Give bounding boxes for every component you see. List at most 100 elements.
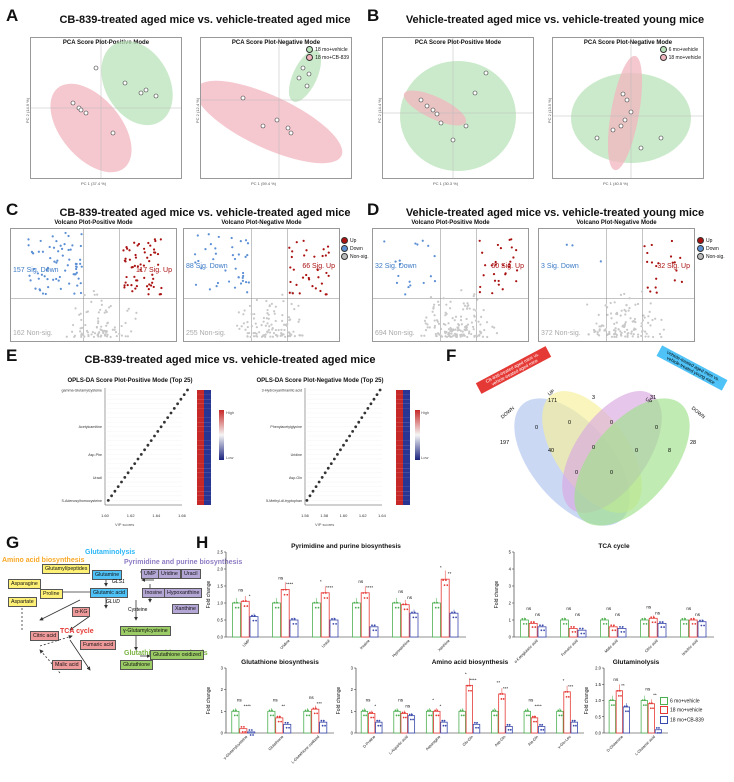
h-ytick: 0 [509,635,512,640]
volcano-point-nonsig [267,313,270,316]
h-point [533,621,535,623]
h-point [655,727,658,729]
volcano-point-up [160,286,163,290]
h-point [659,621,661,623]
volcano-point-nonsig [459,333,462,337]
volcano-point-nonsig [423,334,426,337]
volcano-point-down [75,271,78,274]
vip-point [363,411,367,415]
legend-label: Non-sig. [350,253,369,260]
h-point [649,707,652,710]
heat-cell [204,431,211,436]
volcano-point-nonsig [114,331,118,334]
legend-label: Down [350,245,363,252]
volcano-point-nonsig [603,329,607,332]
heat-cell [197,472,204,478]
h-xlabel: Glu-Gln [462,735,474,747]
h-ytick: 0.0 [595,731,601,736]
volcano-c-pos-up: 117 Sig. Up [135,267,172,274]
h-point [403,711,406,714]
volcano-point-nonsig [463,334,466,337]
volcano-point-down [58,275,61,279]
pca-b-neg-yaxis: PC 2 (13.5 %) [547,97,553,124]
volcano-point-nonsig [606,306,609,309]
heat-cell [197,390,204,395]
h-point [277,606,280,609]
h-point [534,715,536,718]
heat-cell [403,417,410,423]
h-xlabel: Hypoxanthine [391,639,410,658]
pca-a-neg-plot [201,38,351,178]
h-point [539,624,541,627]
h-point [409,718,412,721]
volcano-point-nonsig [90,333,93,336]
volcano-point-up [131,290,134,293]
opls-pos-title: OPLS-DA Score Plot-Positive Mode (Top 25… [67,378,193,384]
h-point [455,616,457,619]
heat-cell [403,491,410,496]
volcano-point-nonsig [273,310,276,313]
node-g-glutamylcysteine: γ-Glutamylcysteine [120,626,171,636]
volcano-point-down [246,291,249,294]
volcano-point-down [224,269,227,272]
h-bar [599,619,609,638]
heat-cell [197,413,204,418]
volcano-point-down [394,260,397,263]
vip-label: Uracil [93,476,102,480]
h-sig: **** [326,585,333,590]
h-xlabel: L-Aspartic acid [388,735,409,756]
vip-point [139,453,143,456]
heat-low-left: Low [226,455,234,460]
volcano-point-down [233,286,237,289]
heat-cell [204,463,211,469]
volcano-point-up [510,246,513,249]
h-xlabel: L-Glutathione oxidized [291,735,321,765]
volcano-point-nonsig [260,324,263,327]
vip-point [186,388,189,392]
h-point [245,600,247,602]
volcano-point-nonsig [596,333,599,336]
volcano-point-down [41,292,45,295]
volcano-point-nonsig [293,335,297,338]
volcano-point-up [482,274,485,277]
volcano-point-nonsig [281,319,284,322]
venn-count: 8 [668,448,672,454]
venn-count: 197 [500,440,510,446]
h-bar [537,626,547,638]
volcano-point-up [508,265,511,268]
volcano-point-down [208,288,211,291]
volcano-point-up [142,264,146,267]
volcano-point-up [125,275,128,279]
volcano-point-down [217,235,220,239]
h-sig: *** [317,701,323,706]
volcano-point-down [244,255,247,258]
volcano-point-nonsig [651,318,654,322]
h-point [444,724,447,727]
heat-cell [197,431,204,436]
h-point [442,579,445,581]
h-point [304,709,307,712]
h-point [280,720,283,723]
volcano-point-up [325,293,328,296]
h-point [436,709,439,712]
h-point [291,617,293,620]
h-point [274,606,277,609]
node-inosine: Inosine [142,588,166,598]
node-citric-acid: Citric acid [30,631,60,641]
h-point [232,709,235,712]
volcano-point-down [80,265,83,268]
volcano-point-nonsig [647,315,650,318]
volcano-point-up [156,252,160,256]
h-point [703,624,705,627]
panel-label-b: B [367,6,380,25]
volcano-point-nonsig [479,323,482,326]
volcano-point-nonsig [473,334,476,338]
volcano-point-nonsig [660,335,663,338]
volcano-point-nonsig [100,303,103,306]
volcano-point-nonsig [465,317,468,321]
volcano-point-nonsig [105,324,108,327]
volcano-point-up [319,289,322,293]
volcano-point-nonsig [628,306,631,310]
h-point [326,597,329,599]
volcano-point-up [478,290,482,294]
